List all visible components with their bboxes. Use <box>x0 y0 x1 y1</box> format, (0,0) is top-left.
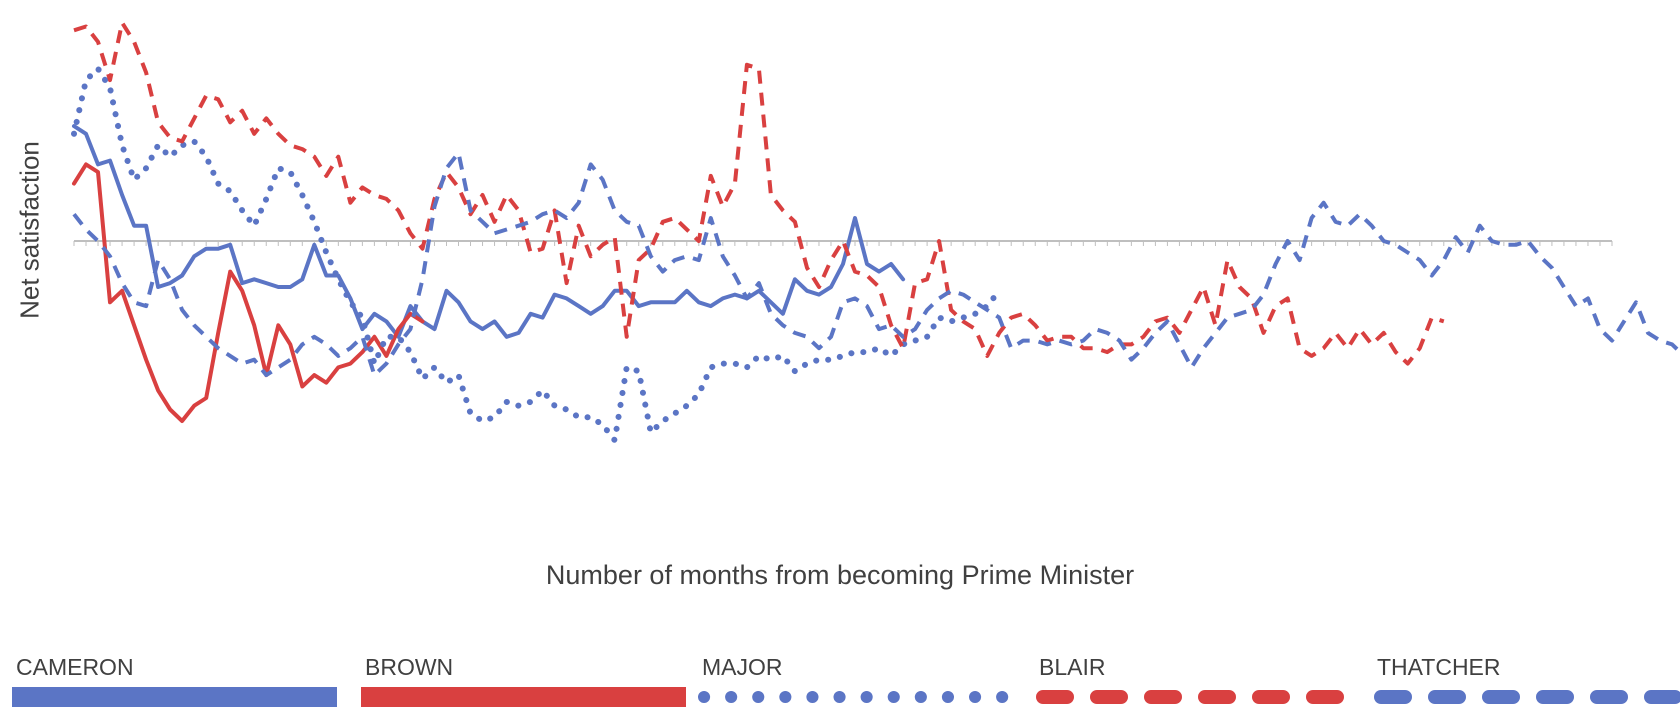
y-axis-title: Net satisfaction <box>14 141 45 319</box>
legend-label-brown: BROWN <box>365 654 454 680</box>
series-line-major <box>71 65 1003 444</box>
series-lines <box>71 20 1680 444</box>
legend-label-blair: BLAIR <box>1039 654 1106 680</box>
legend-label-thatcher: THATCHER <box>1377 654 1501 680</box>
legend-label-cameron: CAMERON <box>16 654 134 680</box>
series-line-thatcher <box>72 150 1680 378</box>
y-axis-title-box: Net satisfaction <box>8 125 52 335</box>
x-axis-title: Number of months from becoming Prime Min… <box>545 560 1135 590</box>
series-line-blair <box>73 20 1445 366</box>
series-line-cameron <box>72 124 906 339</box>
legend-label-major: MAJOR <box>702 654 783 680</box>
